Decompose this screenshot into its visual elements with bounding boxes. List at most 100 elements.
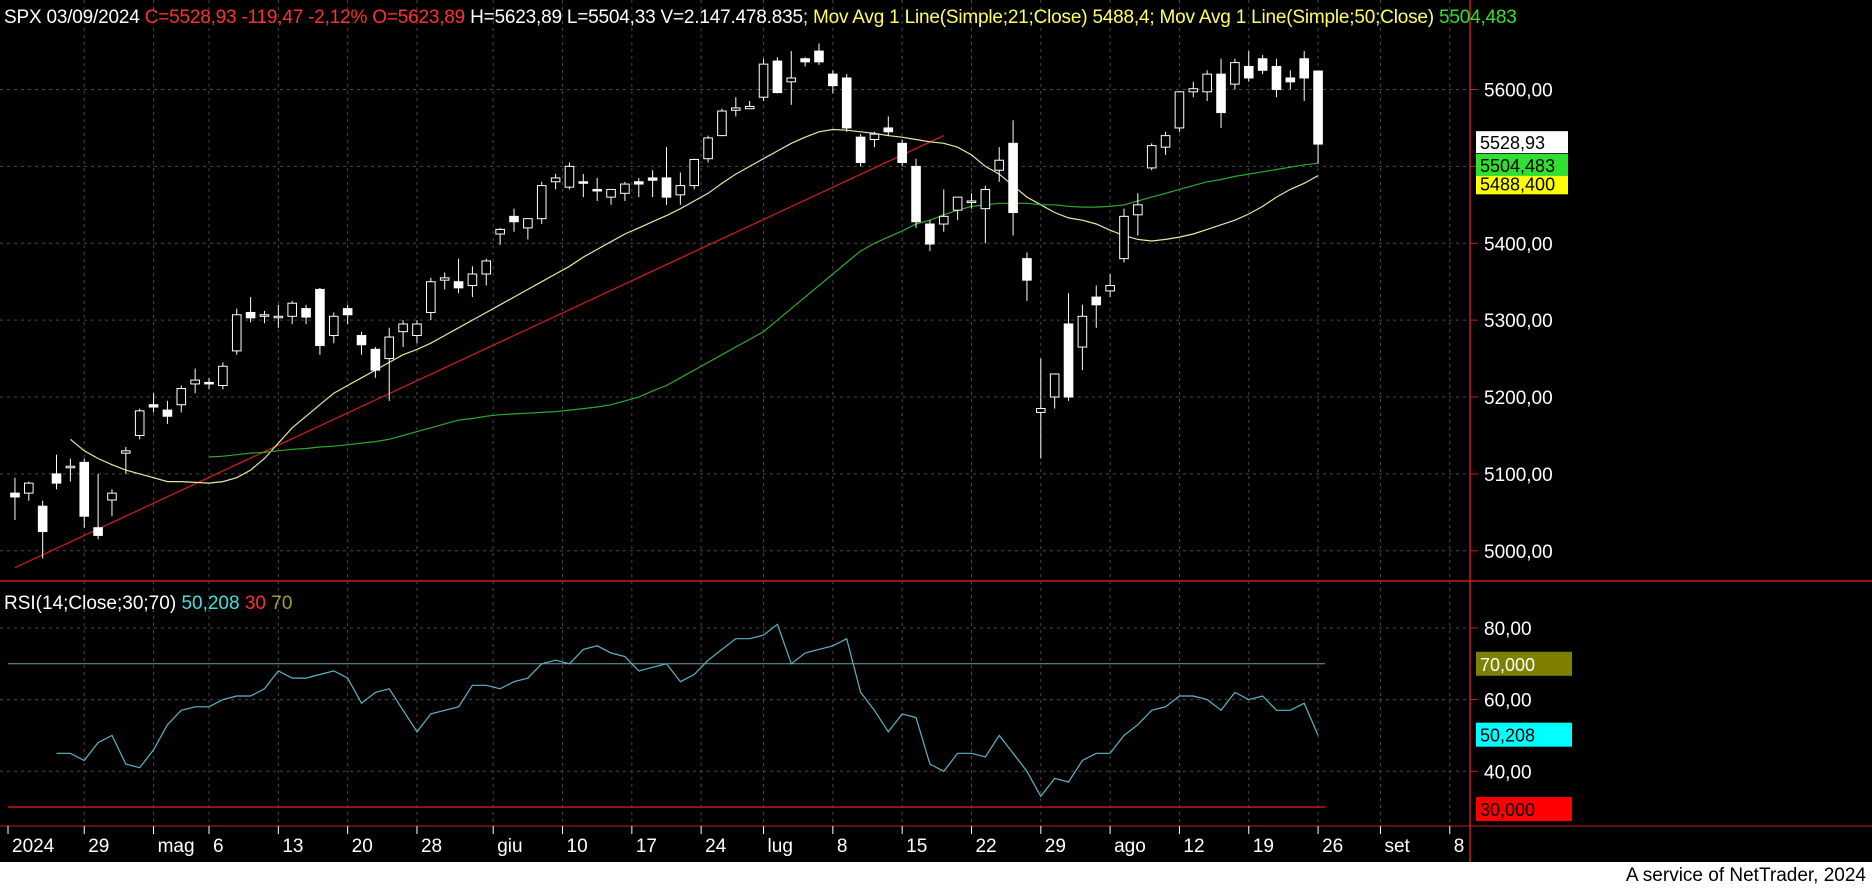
candle[interactable]: [176, 385, 187, 413]
candle[interactable]: [467, 266, 478, 298]
candle[interactable]: [1022, 252, 1032, 301]
candle[interactable]: [301, 304, 311, 324]
candle[interactable]: [1077, 304, 1088, 371]
candle[interactable]: [980, 185, 991, 244]
candle[interactable]: [356, 331, 367, 355]
candle[interactable]: [1216, 58, 1226, 128]
candle[interactable]: [273, 304, 284, 328]
candle[interactable]: [550, 174, 561, 190]
candle[interactable]: [426, 277, 436, 321]
candle[interactable]: [620, 181, 630, 201]
candle[interactable]: [1174, 91, 1185, 132]
candle[interactable]: [245, 297, 256, 323]
candle[interactable]: [661, 147, 672, 205]
candle[interactable]: [204, 377, 214, 390]
candle[interactable]: [384, 327, 395, 401]
candle[interactable]: [1230, 58, 1240, 90]
candle[interactable]: [79, 458, 90, 528]
candle[interactable]: [717, 108, 727, 137]
candle[interactable]: [1299, 51, 1310, 102]
candle[interactable]: [1091, 285, 1102, 328]
candle[interactable]: [703, 135, 713, 163]
rsi-panel[interactable]: [8, 623, 1325, 808]
candle[interactable]: [578, 174, 589, 198]
candle[interactable]: [758, 58, 769, 102]
candle[interactable]: [786, 51, 797, 105]
candle[interactable]: [148, 393, 159, 413]
candle[interactable]: [897, 139, 907, 167]
candle[interactable]: [1008, 120, 1018, 236]
candle[interactable]: [65, 458, 76, 482]
candle[interactable]: [523, 218, 533, 240]
candle[interactable]: [1313, 70, 1323, 164]
ma21-line[interactable]: [70, 128, 1319, 484]
trend-line[interactable]: [14, 135, 945, 569]
candle[interactable]: [1202, 70, 1212, 102]
candle[interactable]: [342, 304, 353, 324]
candle[interactable]: [134, 408, 145, 440]
candle[interactable]: [938, 189, 949, 232]
candle[interactable]: [1146, 143, 1157, 171]
candle[interactable]: [744, 101, 755, 110]
candle[interactable]: [675, 172, 686, 205]
candle[interactable]: [966, 193, 977, 209]
candle[interactable]: [190, 368, 200, 394]
candle[interactable]: [1271, 58, 1282, 98]
candle[interactable]: [800, 57, 810, 67]
candle[interactable]: [51, 454, 62, 490]
candle[interactable]: [481, 258, 492, 286]
candle[interactable]: [370, 347, 381, 378]
candle[interactable]: [841, 74, 852, 132]
candle[interactable]: [536, 181, 547, 225]
candle[interactable]: [10, 477, 20, 521]
candle[interactable]: [495, 227, 505, 245]
candle[interactable]: [1257, 54, 1268, 75]
candle[interactable]: [287, 300, 297, 324]
price-panel[interactable]: [10, 43, 1323, 569]
candle[interactable]: [1160, 131, 1171, 155]
candle[interactable]: [453, 258, 464, 294]
candle[interactable]: [107, 489, 117, 517]
candle[interactable]: [1105, 274, 1115, 298]
candle[interactable]: [315, 287, 325, 355]
candle[interactable]: [689, 158, 700, 190]
candle[interactable]: [1036, 358, 1046, 459]
candle[interactable]: [925, 220, 935, 251]
candle[interactable]: [1133, 193, 1143, 236]
candle[interactable]: [23, 481, 34, 501]
candle[interactable]: [911, 158, 921, 228]
candle[interactable]: [814, 43, 824, 65]
candle[interactable]: [828, 70, 838, 94]
ma50-line[interactable]: [208, 162, 1319, 458]
candle[interactable]: [772, 57, 783, 94]
candle[interactable]: [412, 320, 422, 344]
candle[interactable]: [328, 312, 339, 344]
candle[interactable]: [952, 196, 963, 221]
candle[interactable]: [883, 116, 894, 136]
candle[interactable]: [1119, 208, 1129, 263]
candle[interactable]: [633, 177, 644, 198]
candle[interactable]: [1188, 81, 1199, 98]
candle[interactable]: [647, 170, 658, 198]
rsi-line[interactable]: [56, 623, 1319, 798]
candle[interactable]: [855, 134, 866, 167]
candle[interactable]: [994, 147, 1005, 182]
candle[interactable]: [564, 162, 575, 190]
candle[interactable]: [1285, 70, 1296, 90]
candle[interactable]: [869, 131, 880, 148]
candle[interactable]: [37, 500, 48, 559]
candle[interactable]: [231, 308, 242, 355]
candle[interactable]: [121, 446, 131, 474]
candle[interactable]: [259, 310, 270, 324]
candle[interactable]: [509, 208, 519, 232]
candle[interactable]: [218, 362, 228, 390]
candle[interactable]: [1049, 373, 1060, 409]
candle[interactable]: [439, 272, 450, 290]
candle[interactable]: [1063, 293, 1074, 401]
candle[interactable]: [606, 188, 616, 205]
candle[interactable]: [731, 97, 741, 117]
candle[interactable]: [398, 320, 408, 348]
candle[interactable]: [1243, 51, 1254, 82]
candle[interactable]: [93, 473, 103, 540]
